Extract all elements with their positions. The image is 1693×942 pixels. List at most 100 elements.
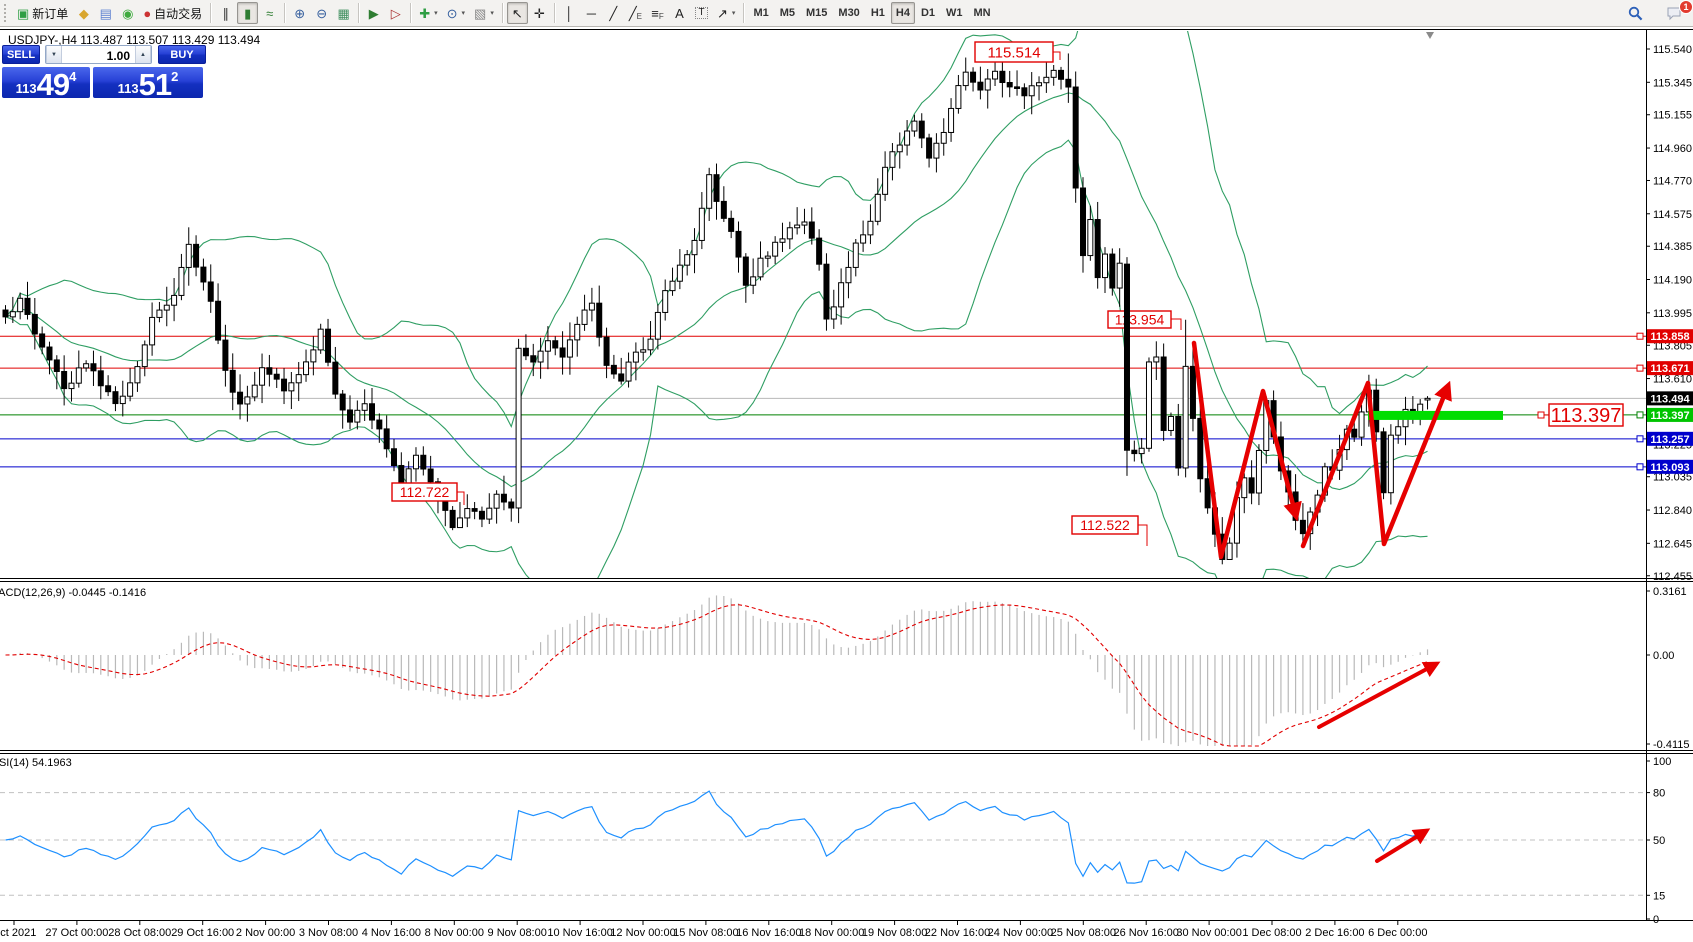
- equidistant-channel-icon[interactable]: ╱ E: [625, 2, 646, 24]
- toolbar-separator: [210, 3, 212, 23]
- arrows-icon[interactable]: ↗ ▾: [713, 2, 739, 24]
- trendline-icon[interactable]: ╱: [603, 2, 624, 24]
- price-callout[interactable]: 115.514: [974, 41, 1061, 63]
- zoom-in-icon[interactable]: ⊕: [289, 2, 310, 24]
- trend-annotations[interactable]: [1191, 340, 1452, 863]
- date-label: 12 Nov 00:00: [610, 927, 675, 939]
- chart-title: USDJPY-,H4 113.487 113.507 113.429 113.4…: [8, 33, 261, 47]
- y-axis-tick: 114.190: [1653, 275, 1692, 287]
- y-axis-tick: 112.645: [1653, 538, 1692, 550]
- timeframe-h1-button[interactable]: H1: [866, 2, 890, 24]
- y-axis-tick: 113.805: [1653, 340, 1692, 352]
- signals-icon: ◉: [122, 5, 134, 21]
- y-axis-tick: 112.840: [1653, 505, 1692, 517]
- y-axis-tick: 113.995: [1653, 308, 1692, 320]
- price-badge: 113.257: [1650, 434, 1689, 446]
- bar-chart-icon: ∥: [222, 5, 229, 21]
- y-axis-tick: 115.345: [1653, 77, 1692, 89]
- bollinger-lower: [5, 139, 1428, 578]
- sell-price-display[interactable]: 113 49 4: [2, 67, 90, 100]
- crosshair-icon[interactable]: ✛: [529, 2, 550, 24]
- date-label: 15 Nov 08:00: [673, 927, 738, 939]
- timeframe-d1-button[interactable]: D1: [916, 2, 940, 24]
- buy-button[interactable]: BUY: [158, 45, 206, 64]
- buy-price-display[interactable]: 113 51 2: [93, 67, 203, 102]
- sell-price-prefix: 113: [15, 81, 37, 96]
- templates-icon[interactable]: ▧ ▾: [470, 2, 498, 24]
- timeframe-m5-button[interactable]: M5: [775, 2, 800, 24]
- autotrading-button[interactable]: ● 自动交易: [139, 2, 206, 24]
- new-chart-icon[interactable]: ◆: [73, 2, 94, 24]
- horizontal-line-icon[interactable]: ─: [581, 2, 602, 24]
- new-chart-icon: ◆: [78, 5, 89, 21]
- chart-shift-marker[interactable]: [1426, 32, 1434, 39]
- signals-icon[interactable]: ◉: [117, 2, 138, 24]
- volume-increase-button[interactable]: ▲: [135, 46, 151, 63]
- volume-value[interactable]: 1.00: [106, 49, 130, 63]
- timeframe-m1-button[interactable]: M1: [748, 2, 773, 24]
- cursor-icon[interactable]: ↖: [506, 2, 528, 24]
- toolbar-separator: [4, 4, 10, 22]
- rsi-pane[interactable]: [0, 790, 1646, 896]
- candlestick-chart-icon[interactable]: ▮: [237, 2, 259, 24]
- date-label: 6 Dec 00:00: [1368, 927, 1427, 939]
- search-icon[interactable]: [1621, 2, 1650, 26]
- line-chart-icon[interactable]: ≈: [259, 2, 280, 24]
- price-axis[interactable]: 115.540 115.345 115.155 114.960 114.770 114.5…: [1636, 44, 1693, 926]
- volume-decrease-button[interactable]: ▼: [46, 46, 62, 63]
- vertical-line-icon[interactable]: │: [559, 2, 580, 24]
- new-order-button[interactable]: ▣ 新订单: [13, 2, 72, 24]
- auto-scroll-icon[interactable]: ▶: [363, 2, 384, 24]
- profiles-icon[interactable]: ▤: [95, 2, 116, 24]
- price-callout[interactable]: 113.954: [1107, 310, 1182, 330]
- rsi-scale-tick: 100: [1653, 756, 1671, 768]
- bar-chart-icon[interactable]: ∥: [215, 2, 236, 24]
- date-label: 4 Nov 16:00: [362, 927, 421, 939]
- timeframe-m30-button[interactable]: M30: [833, 2, 864, 24]
- toolbar: ▣ 新订单 ◆ ▤ ◉ ● 自动交易 ∥ ▮ ≈ ⊕ ⊖ ▦ ▶ ▷ ✚ ▾ ⊙ ▾ ▧ ▾ ↖ ✛ │ ─ ╱ ╱ E ≡ F A T ↗ ▾ M…: [0, 0, 1693, 27]
- text-label-icon[interactable]: T: [691, 2, 712, 24]
- svg-text:113.397: 113.397: [1551, 405, 1622, 427]
- text-icon[interactable]: A: [669, 2, 690, 24]
- tile-windows-icon[interactable]: ▦: [333, 2, 354, 24]
- macd-label: MACD(12,26,9) -0.0445 -0.1416: [0, 587, 146, 599]
- crosshair-icon: ✛: [533, 5, 545, 21]
- vertical-line-icon: │: [565, 5, 574, 21]
- timeframe-m15-button[interactable]: M15: [801, 2, 832, 24]
- zigzag-down-arrow: [1191, 340, 1302, 560]
- y-axis-tick: 113.035: [1653, 472, 1692, 484]
- macd-pane[interactable]: [5, 595, 1429, 747]
- toolbar-separator: [358, 3, 360, 23]
- price-callout[interactable]: 113.397: [1537, 403, 1624, 427]
- date-label: 2 Nov 00:00: [236, 927, 295, 939]
- svg-text:112.522: 112.522: [1080, 517, 1130, 533]
- timeframe-h4-button[interactable]: H4: [890, 2, 915, 24]
- rsi-scale-tick: 50: [1653, 835, 1665, 847]
- y-axis-tick: 114.385: [1653, 241, 1692, 253]
- main-price-pane[interactable]: 113.954: [0, 0, 1646, 605]
- date-label: 19 Nov 08:00: [862, 927, 927, 939]
- rsi-line: [5, 790, 1428, 884]
- zoom-out-icon[interactable]: ⊖: [311, 2, 332, 24]
- rsi-label: RSI(14) 54.1963: [0, 757, 72, 769]
- buy-price-big: 51: [138, 67, 172, 102]
- zigzag-up-arrow: [1300, 380, 1452, 549]
- price-badge: 113.494: [1650, 393, 1690, 405]
- y-axis-tick: 112.455: [1653, 571, 1692, 583]
- indicators-icon: ✚: [419, 5, 431, 21]
- rsi-up-arrow: [1375, 828, 1431, 863]
- sell-button[interactable]: SELL: [2, 45, 40, 64]
- fibonacci-icon[interactable]: ≡ F: [647, 2, 668, 24]
- timeframe-mn-button[interactable]: MN: [969, 2, 996, 24]
- indicators-icon[interactable]: ✚ ▾: [415, 2, 441, 24]
- price-callout[interactable]: 112.722: [391, 482, 465, 505]
- timeframe-w1-button[interactable]: W1: [941, 2, 968, 24]
- chart-shift-icon[interactable]: ▷: [385, 2, 406, 24]
- periods-icon[interactable]: ⊙ ▾: [443, 2, 469, 24]
- price-callout[interactable]: 112.522: [1071, 515, 1148, 546]
- macd-scale-tick: 0.3161: [1653, 586, 1687, 598]
- buy-price-prefix: 113: [117, 81, 139, 96]
- y-axis-tick: 115.155: [1653, 110, 1692, 122]
